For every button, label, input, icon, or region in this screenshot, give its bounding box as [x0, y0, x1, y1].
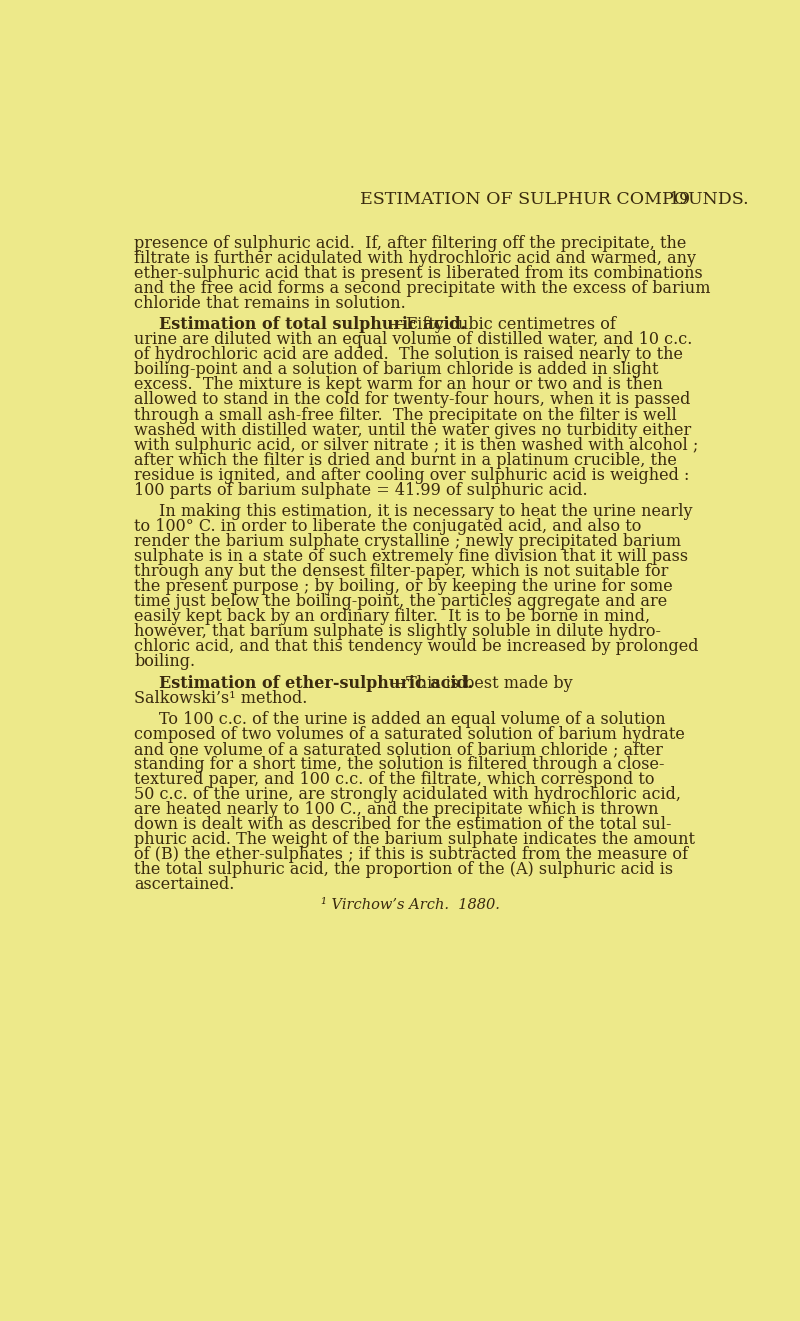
Text: 19: 19	[669, 192, 691, 209]
Text: chloride that remains in solution.: chloride that remains in solution.	[134, 295, 406, 312]
Text: filtrate is further acidulated with hydrochloric acid and warmed, any: filtrate is further acidulated with hydr…	[134, 250, 696, 267]
Text: render the barium sulphate crystalline ; newly precipitated barium: render the barium sulphate crystalline ;…	[134, 534, 682, 550]
Text: washed with distilled water, until the water gives no turbidity either: washed with distilled water, until the w…	[134, 421, 691, 439]
Text: residue is ignited, and after cooling over sulphuric acid is weighed :: residue is ignited, and after cooling ov…	[134, 466, 690, 483]
Text: and the free acid forms a second precipitate with the excess of barium: and the free acid forms a second precipi…	[134, 280, 710, 297]
Text: Estimation of total sulphuric acid.: Estimation of total sulphuric acid.	[159, 316, 466, 333]
Text: —Fifty cubic centimetres of: —Fifty cubic centimetres of	[390, 316, 616, 333]
Text: through any but the densest filter-paper, which is not suitable for: through any but the densest filter-paper…	[134, 563, 669, 580]
Text: urine are diluted with an equal volume of distilled water, and 10 c.c.: urine are diluted with an equal volume o…	[134, 332, 693, 349]
Text: 50 c.c. of the urine, are strongly acidulated with hydrochloric acid,: 50 c.c. of the urine, are strongly acidu…	[134, 786, 681, 803]
Text: down is dealt with as described for the estimation of the total sul-: down is dealt with as described for the …	[134, 816, 672, 834]
Text: ascertained.: ascertained.	[134, 876, 234, 893]
Text: ESTIMATION OF SULPHUR COMPOUNDS.: ESTIMATION OF SULPHUR COMPOUNDS.	[360, 192, 749, 209]
Text: excess.  The mixture is kept warm for an hour or two and is then: excess. The mixture is kept warm for an …	[134, 376, 663, 394]
Text: ¹ Virchow’s Arch.  1880.: ¹ Virchow’s Arch. 1880.	[321, 897, 499, 911]
Text: however, that barium sulphate is slightly soluble in dilute hydro-: however, that barium sulphate is slightl…	[134, 624, 661, 641]
Text: textured paper, and 100 c.c. of the filtrate, which correspond to: textured paper, and 100 c.c. of the filt…	[134, 771, 654, 789]
Text: of hydrochloric acid are added.  The solution is raised nearly to the: of hydrochloric acid are added. The solu…	[134, 346, 683, 363]
Text: Salkowski’s¹ method.: Salkowski’s¹ method.	[134, 690, 307, 707]
Text: To 100 c.c. of the urine is added an equal volume of a solution: To 100 c.c. of the urine is added an equ…	[159, 711, 666, 728]
Text: of (B) the ether-sulphates ; if this is subtracted from the measure of: of (B) the ether-sulphates ; if this is …	[134, 847, 688, 864]
Text: after which the filter is dried and burnt in a platinum crucible, the: after which the filter is dried and burn…	[134, 452, 677, 469]
Text: presence of sulphuric acid.  If, after filtering off the precipitate, the: presence of sulphuric acid. If, after fi…	[134, 235, 686, 252]
Text: are heated nearly to 100 C., and the precipitate which is thrown: are heated nearly to 100 C., and the pre…	[134, 801, 658, 818]
Text: standing for a short time, the solution is filtered through a close-: standing for a short time, the solution …	[134, 756, 665, 773]
Text: the total sulphuric acid, the proportion of the (A) sulphuric acid is: the total sulphuric acid, the proportion…	[134, 861, 674, 878]
Text: chloric acid, and that this tendency would be increased by prolonged: chloric acid, and that this tendency wou…	[134, 638, 698, 655]
Text: allowed to stand in the cold for twenty-four hours, when it is passed: allowed to stand in the cold for twenty-…	[134, 391, 690, 408]
Text: ether-sulphuric acid that is present is liberated from its combinations: ether-sulphuric acid that is present is …	[134, 266, 703, 281]
Text: sulphate is in a state of such extremely fine division that it will pass: sulphate is in a state of such extremely…	[134, 548, 688, 565]
Text: and one volume of a saturated solution of barium chloride ; after: and one volume of a saturated solution o…	[134, 741, 663, 758]
Text: easily kept back by an ordinary filter.  It is to be borne in mind,: easily kept back by an ordinary filter. …	[134, 608, 650, 625]
Text: through a small ash-free filter.  The precipitate on the filter is well: through a small ash-free filter. The pre…	[134, 407, 677, 424]
Text: Estimation of ether-sulphuric acid.: Estimation of ether-sulphuric acid.	[159, 675, 473, 692]
Text: boiling-point and a solution of barium chloride is added in slight: boiling-point and a solution of barium c…	[134, 362, 658, 378]
Text: boiling.: boiling.	[134, 654, 195, 671]
Text: 100 parts of barium sulphate = 41.99 of sulphuric acid.: 100 parts of barium sulphate = 41.99 of …	[134, 482, 588, 499]
Text: —This is best made by: —This is best made by	[390, 675, 573, 692]
Text: composed of two volumes of a saturated solution of barium hydrate: composed of two volumes of a saturated s…	[134, 727, 685, 742]
Text: to 100° C. in order to liberate the conjugated acid, and also to: to 100° C. in order to liberate the conj…	[134, 518, 642, 535]
Text: phuric acid. The weight of the barium sulphate indicates the amount: phuric acid. The weight of the barium su…	[134, 831, 695, 848]
Text: with sulphuric acid, or silver nitrate ; it is then washed with alcohol ;: with sulphuric acid, or silver nitrate ;…	[134, 437, 698, 453]
Text: In making this estimation, it is necessary to heat the urine nearly: In making this estimation, it is necessa…	[159, 503, 692, 520]
Text: time just below the boiling-point, the particles aggregate and are: time just below the boiling-point, the p…	[134, 593, 667, 610]
Text: the present purpose ; by boiling, or by keeping the urine for some: the present purpose ; by boiling, or by …	[134, 579, 673, 596]
